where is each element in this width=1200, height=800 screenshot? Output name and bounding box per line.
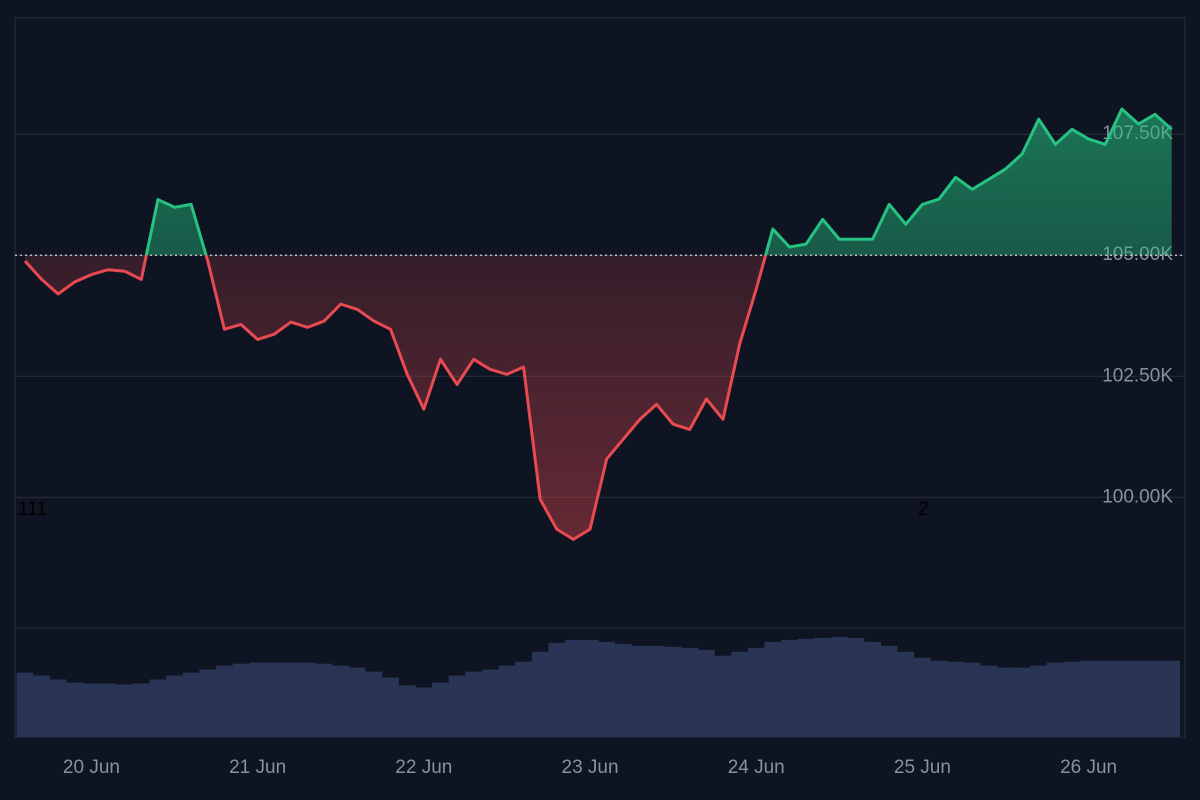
volume-bar xyxy=(1113,660,1131,737)
volume-bar xyxy=(332,665,350,737)
volume-bar xyxy=(664,646,682,737)
volume-bar xyxy=(498,665,516,737)
volume-bar xyxy=(33,675,50,737)
volume-bar xyxy=(1080,660,1097,737)
volume-bar xyxy=(216,665,233,737)
volume-bar xyxy=(1163,660,1181,737)
volume-bar xyxy=(382,677,399,737)
volume-bar xyxy=(548,642,566,737)
volume-bar xyxy=(847,637,865,737)
volume-bar xyxy=(648,645,665,737)
x-tick-label: 26 Jun xyxy=(1060,757,1117,778)
volume-bar xyxy=(980,665,998,737)
y-tick-label: 100.00K xyxy=(1102,486,1173,507)
area-down xyxy=(24,255,766,540)
volume-bar xyxy=(299,662,316,737)
volume-bar xyxy=(315,663,333,737)
volume-bar xyxy=(781,639,798,737)
volume-bar xyxy=(731,651,748,737)
area-up xyxy=(24,109,1172,256)
volume-bar xyxy=(398,685,416,737)
volume-bar xyxy=(897,651,915,737)
volume-bar xyxy=(132,683,150,737)
annotation: 2 xyxy=(918,499,929,520)
x-tick-label: 20 Jun xyxy=(63,757,120,778)
volume-bar xyxy=(1047,662,1064,737)
volume-bar xyxy=(1146,660,1164,737)
volume-bar xyxy=(365,671,383,737)
volume-bar xyxy=(282,662,300,737)
line-down xyxy=(23,255,768,541)
volume-bar xyxy=(914,657,931,737)
volume-bar xyxy=(166,675,183,737)
volume-bar xyxy=(997,667,1014,737)
x-tick-label: 22 Jun xyxy=(395,757,452,778)
volume-bar xyxy=(249,662,266,737)
volume-bar xyxy=(448,675,466,737)
y-tick-label: 102.50K xyxy=(1102,365,1173,386)
volume-bar xyxy=(232,663,250,737)
volume-bar xyxy=(565,639,582,737)
volume-bar xyxy=(681,647,699,737)
volume-bar xyxy=(481,669,499,737)
volume-bar xyxy=(598,641,616,737)
volume-bar xyxy=(1063,661,1081,737)
volume-bar xyxy=(830,636,848,737)
volume-bar xyxy=(764,641,782,737)
volume-bar xyxy=(614,643,632,737)
volume-bar xyxy=(265,662,283,737)
volume-bar xyxy=(16,672,34,737)
x-tick-label: 23 Jun xyxy=(562,757,619,778)
annotation: 111 xyxy=(18,499,47,520)
line-up xyxy=(144,107,1173,256)
volume-bar xyxy=(415,687,433,737)
volume-bar xyxy=(1030,665,1048,737)
volume-bar xyxy=(930,660,948,737)
x-tick-label: 25 Jun xyxy=(894,757,951,778)
volume-bar xyxy=(349,667,366,737)
volume-bar xyxy=(864,641,881,737)
volume-bar xyxy=(66,682,84,737)
volume-bar xyxy=(747,647,765,737)
volume-bar xyxy=(465,671,483,737)
volume-bar xyxy=(515,661,532,737)
volume-bar xyxy=(631,645,649,737)
volume-bar xyxy=(116,684,134,737)
volume-bar xyxy=(714,655,732,737)
x-tick-label: 21 Jun xyxy=(229,757,286,778)
volume-bar xyxy=(698,649,715,737)
volume-bar xyxy=(963,662,981,737)
x-tick-label: 24 Jun xyxy=(728,757,785,778)
volume-bar xyxy=(182,672,200,737)
volume-bar xyxy=(581,639,599,737)
volume-bar xyxy=(99,683,117,737)
volume-bar xyxy=(814,637,832,737)
volume-bar xyxy=(947,661,965,737)
volume-bar xyxy=(49,679,67,737)
volume-bar xyxy=(1096,660,1114,737)
volume-bar xyxy=(797,638,815,737)
volume-bar xyxy=(199,669,217,737)
volume-bar xyxy=(1013,667,1031,737)
volume-bar xyxy=(83,683,100,737)
volume-bar xyxy=(1130,660,1147,737)
volume-bar xyxy=(432,682,449,737)
volume-bar xyxy=(149,679,167,737)
volume-bar xyxy=(531,651,549,737)
volume-bar xyxy=(880,645,898,737)
